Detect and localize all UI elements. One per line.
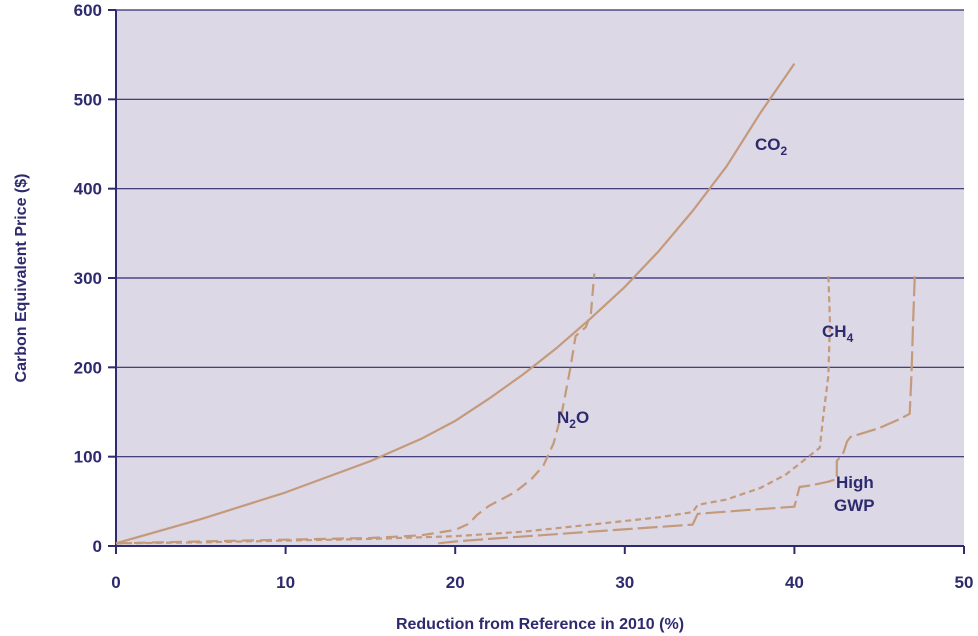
series-line-3	[438, 275, 916, 545]
x-tick-50: 50	[955, 573, 974, 592]
series-label-3-line2: GWP	[834, 496, 875, 515]
y-tick-0: 0	[93, 537, 102, 556]
x-tick-0: 0	[111, 573, 120, 592]
x-tick-10: 10	[276, 573, 295, 592]
series-label-3-line1: High	[836, 473, 874, 492]
series-label-2: CH4	[822, 322, 854, 345]
y-tick-600: 600	[74, 1, 102, 20]
y-tick-400: 400	[74, 180, 102, 199]
y-tick-500: 500	[74, 90, 102, 109]
series-labels: CO2 N2O CH4 High GWP	[557, 135, 875, 515]
y-tick-labels: 0 100 200 300 400 500 600	[74, 1, 116, 556]
x-axis-title: Reduction from Reference in 2010 (%)	[396, 616, 684, 633]
series-lines	[115, 62, 916, 545]
y-tick-100: 100	[74, 448, 102, 467]
x-tick-labels: 0 10 20 30 40 50	[111, 546, 973, 592]
x-tick-30: 30	[615, 573, 634, 592]
series-label-0: CO2	[755, 135, 788, 158]
series-line-2	[115, 273, 832, 545]
series-line-0	[115, 62, 796, 545]
series-label-1: N2O	[557, 408, 589, 431]
y-tick-300: 300	[74, 269, 102, 288]
x-tick-40: 40	[785, 573, 804, 592]
y-axis-title: Carbon Equivalent Price ($)	[13, 174, 30, 383]
gridlines	[116, 9, 964, 458]
x-tick-20: 20	[446, 573, 465, 592]
y-tick-200: 200	[74, 358, 102, 377]
